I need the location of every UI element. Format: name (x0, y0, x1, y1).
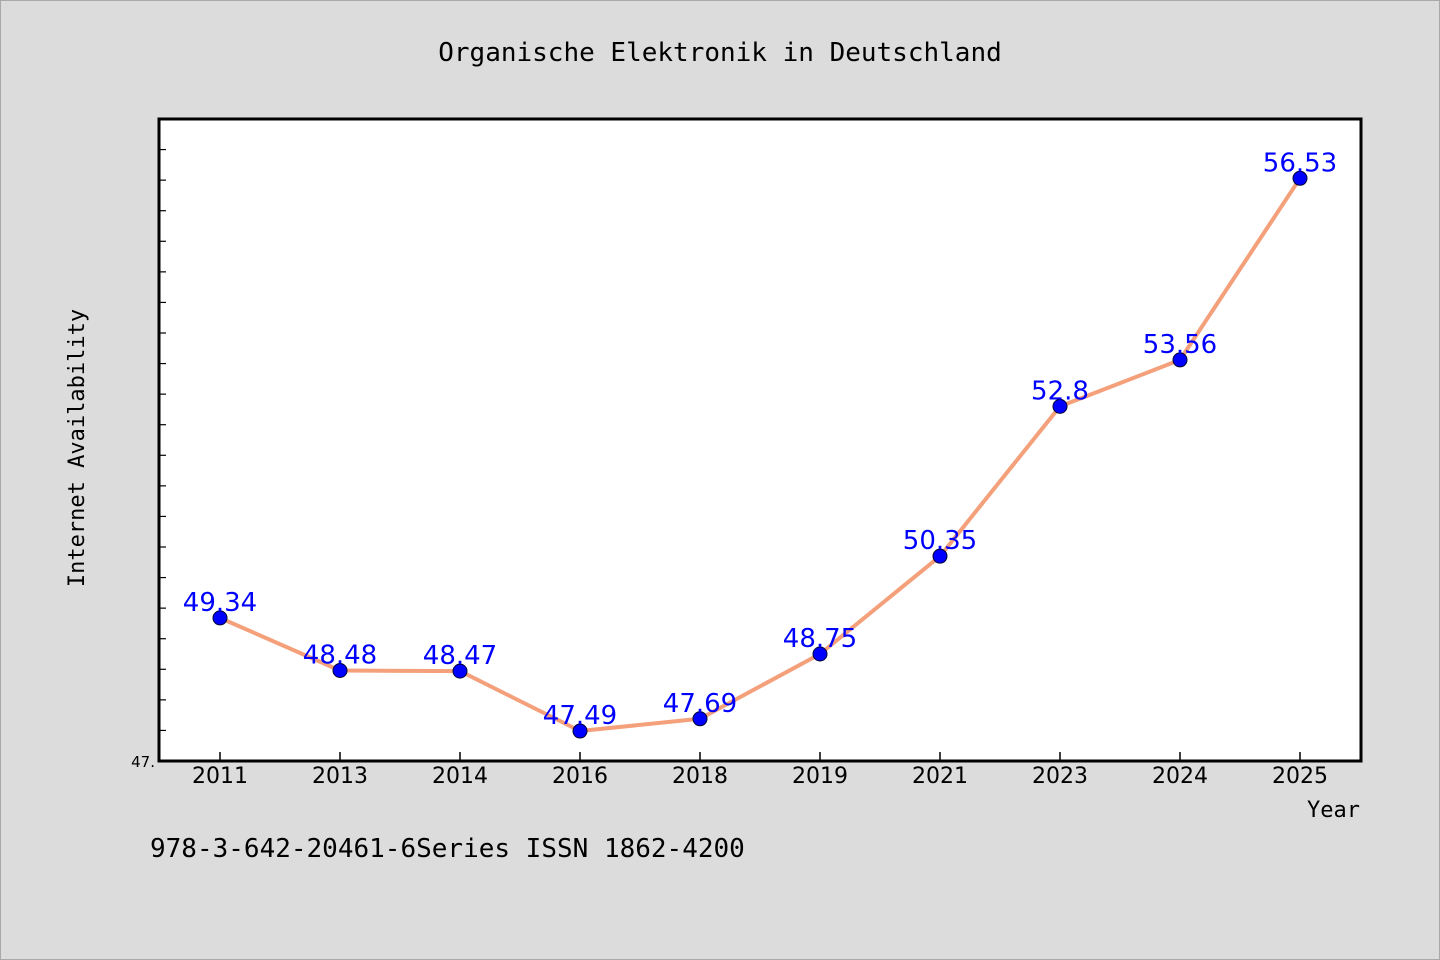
x-tick-label: 2016 (552, 764, 608, 789)
data-label: 47.49 (543, 701, 617, 731)
x-tick-label: 2023 (1032, 764, 1088, 789)
data-point (212, 610, 228, 626)
data-label: 48.75 (783, 624, 857, 654)
data-point (1052, 398, 1068, 414)
data-point (332, 663, 348, 679)
x-tick-label: 2011 (192, 764, 248, 789)
x-axis-label: Year (1307, 798, 1360, 823)
y-tick-label: 47. (131, 753, 155, 771)
x-tick-label: 2014 (432, 764, 488, 789)
data-point (932, 548, 948, 564)
data-label: 52.8 (1031, 376, 1089, 406)
x-axis-tick-labels: 2011 2013 2014 2016 2018 2019 2021 2023 2024 2025 (192, 764, 1328, 789)
x-tick-label: 2025 (1272, 764, 1328, 789)
data-point (452, 663, 468, 679)
x-tick-label: 2024 (1152, 764, 1208, 789)
data-label: 49.34 (183, 588, 257, 618)
data-label: 50.35 (903, 526, 977, 556)
data-point (1292, 170, 1308, 186)
series-line (219, 177, 1302, 733)
x-tick-label: 2021 (912, 764, 968, 789)
data-point (572, 723, 588, 739)
data-markers (212, 170, 1308, 739)
plot-area (157, 117, 1363, 763)
data-label: 56.53 (1263, 148, 1337, 178)
x-tick-label: 2018 (672, 764, 728, 789)
chart-title: Organische Elektronik in Deutschland (438, 38, 1002, 68)
data-point (812, 646, 828, 662)
data-label: 47.69 (663, 689, 737, 719)
footer-isbn-issn: 978-3-642-20461-6Series ISSN 1862-4200 (150, 834, 745, 864)
x-tick-label: 2019 (792, 764, 848, 789)
y-axis-tick-labels: 47. (131, 753, 155, 771)
data-point (1172, 352, 1188, 368)
y-axis-label: Internet Availability (65, 309, 90, 587)
x-axis-ticks (219, 752, 1301, 761)
y-axis-ticks (159, 118, 166, 762)
data-labels: 49.34 48.48 48.47 47.49 47.69 48.75 50.35 52.8 5… (183, 148, 1337, 731)
x-tick-label: 2013 (312, 764, 368, 789)
data-label: 48.48 (303, 641, 377, 671)
data-point (692, 711, 708, 727)
data-label: 48.47 (423, 641, 497, 671)
data-label: 53.56 (1143, 330, 1217, 360)
